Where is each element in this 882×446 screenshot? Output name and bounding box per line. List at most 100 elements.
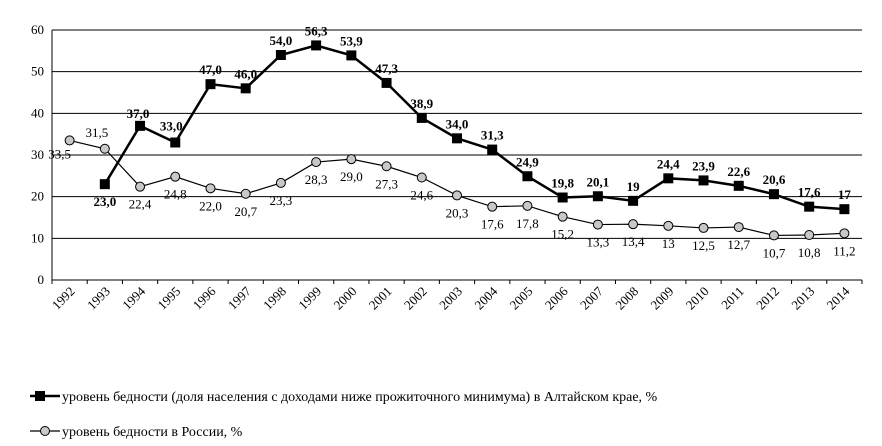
series-point-altai bbox=[698, 175, 709, 186]
data-label-altai: 56,3 bbox=[305, 23, 328, 38]
data-label-russia: 24,8 bbox=[164, 187, 187, 202]
series-point-altai bbox=[663, 173, 674, 184]
series-point-russia bbox=[768, 230, 779, 241]
series-point-russia bbox=[99, 143, 110, 154]
y-tick-label: 40 bbox=[31, 105, 44, 120]
series-line-altai bbox=[103, 44, 845, 211]
data-label-altai: 20,6 bbox=[763, 172, 786, 187]
data-label-altai: 54,0 bbox=[270, 33, 293, 48]
data-label-altai: 53,9 bbox=[340, 33, 363, 48]
x-tick-label: 2007 bbox=[577, 283, 606, 312]
data-label-russia: 17,8 bbox=[516, 216, 539, 231]
series-point-altai bbox=[804, 201, 815, 212]
series-point-russia bbox=[804, 230, 815, 240]
x-tick-label: 2013 bbox=[788, 284, 817, 313]
x-tick-label: 1997 bbox=[225, 283, 254, 312]
series-point-russia bbox=[628, 219, 639, 230]
data-label-russia: 12,5 bbox=[692, 238, 715, 253]
x-tick-label: 2005 bbox=[507, 284, 536, 313]
series-point-russia bbox=[205, 183, 216, 194]
data-label-russia: 11,2 bbox=[833, 243, 855, 258]
data-labels: 33,5 31,5 22,4 24,8 22,0 20,7 23,3 28,3 29,0 27,3… bbox=[48, 23, 855, 260]
grid-lines bbox=[52, 29, 862, 239]
x-tick-label: 2011 bbox=[718, 284, 747, 313]
series-point-altai bbox=[381, 77, 392, 88]
data-label-altai: 38,9 bbox=[410, 96, 433, 111]
data-label-altai: 17 bbox=[838, 187, 852, 202]
legend-item-russia: уровень бедности в России, % bbox=[30, 425, 243, 440]
series-point-altai bbox=[135, 120, 146, 131]
data-label-altai: 23,9 bbox=[692, 158, 715, 173]
legend-marker-russia bbox=[40, 426, 50, 436]
data-label-russia: 23,3 bbox=[270, 193, 293, 208]
data-label-russia: 17,6 bbox=[481, 217, 504, 232]
data-label-altai: 20,1 bbox=[586, 174, 609, 189]
x-tick-label: 2009 bbox=[647, 284, 676, 313]
data-label-russia: 10,7 bbox=[763, 245, 786, 260]
x-tick-label: 1993 bbox=[84, 284, 113, 313]
y-tick-label: 0 bbox=[38, 272, 45, 287]
x-tick-label: 2001 bbox=[366, 284, 395, 313]
data-label-russia: 13,3 bbox=[586, 235, 609, 250]
data-label-russia: 31,5 bbox=[85, 125, 108, 140]
x-tick-label: 2012 bbox=[753, 284, 782, 313]
data-label-altai: 37,0 bbox=[127, 106, 150, 121]
series-point-russia bbox=[416, 172, 427, 183]
data-label-altai: 19,8 bbox=[551, 176, 574, 191]
data-label-russia: 13,4 bbox=[622, 234, 645, 249]
series-point-altai bbox=[487, 144, 498, 155]
x-axis-ticks: 1992 1993 1994 1995 1996 1997 1998 1999 2000 2001… bbox=[49, 280, 863, 313]
series-point-altai bbox=[275, 50, 286, 60]
legend-item-altai: уровень бедности (доля населения с доход… bbox=[30, 390, 658, 405]
series-point-russia bbox=[381, 161, 392, 172]
series-point-russia bbox=[592, 219, 603, 230]
series-point-altai bbox=[346, 50, 357, 61]
series-point-altai bbox=[628, 195, 639, 206]
series-point-altai bbox=[839, 204, 850, 215]
data-label-russia: 22,4 bbox=[129, 197, 152, 212]
data-label-russia: 24,6 bbox=[410, 188, 433, 203]
x-tick-label: 2014 bbox=[824, 283, 853, 312]
series-point-russia bbox=[839, 228, 850, 239]
series-point-altai bbox=[416, 112, 427, 123]
data-label-russia: 15,2 bbox=[551, 227, 574, 242]
data-label-russia: 10,8 bbox=[798, 245, 821, 260]
data-label-altai: 19 bbox=[627, 179, 641, 194]
series-point-russia bbox=[275, 177, 286, 188]
data-label-altai: 47,0 bbox=[199, 62, 222, 77]
series-point-altai bbox=[205, 79, 216, 90]
series-point-russia bbox=[170, 171, 181, 182]
series-point-russia bbox=[135, 181, 146, 192]
y-tick-label: 60 bbox=[31, 22, 44, 37]
data-label-russia: 33,5 bbox=[48, 146, 71, 161]
series-point-russia bbox=[698, 222, 709, 233]
y-tick-label: 50 bbox=[31, 64, 44, 79]
x-tick-label: 2002 bbox=[401, 284, 430, 313]
series-point-altai bbox=[557, 192, 568, 203]
series-group bbox=[64, 40, 850, 241]
series-point-russia bbox=[522, 200, 533, 211]
data-label-altai: 46,0 bbox=[234, 66, 257, 81]
x-tick-label: 2000 bbox=[330, 284, 359, 313]
data-label-russia: 20,7 bbox=[234, 204, 257, 219]
x-tick-label: 1992 bbox=[49, 284, 78, 313]
series-point-altai bbox=[240, 83, 251, 94]
series-point-russia bbox=[346, 154, 357, 165]
x-tick-label: 2004 bbox=[471, 283, 500, 312]
series-point-altai bbox=[733, 180, 744, 191]
data-label-altai: 24,4 bbox=[657, 156, 680, 171]
legend-marker-altai bbox=[35, 391, 45, 401]
x-tick-label: 1994 bbox=[119, 283, 148, 312]
data-label-altai: 23,0 bbox=[93, 194, 116, 209]
series-point-russia bbox=[557, 211, 568, 222]
x-tick-label: 2008 bbox=[612, 284, 641, 313]
series-point-altai bbox=[592, 191, 603, 202]
series-point-russia bbox=[487, 201, 498, 212]
data-label-altai: 24,9 bbox=[516, 154, 539, 169]
data-label-russia: 27,3 bbox=[375, 176, 398, 191]
y-axis-ticks: 0 10 20 30 40 50 60 bbox=[31, 22, 44, 287]
series-point-altai bbox=[311, 40, 322, 51]
x-tick-label: 1995 bbox=[154, 284, 183, 313]
series-point-russia bbox=[240, 188, 251, 199]
